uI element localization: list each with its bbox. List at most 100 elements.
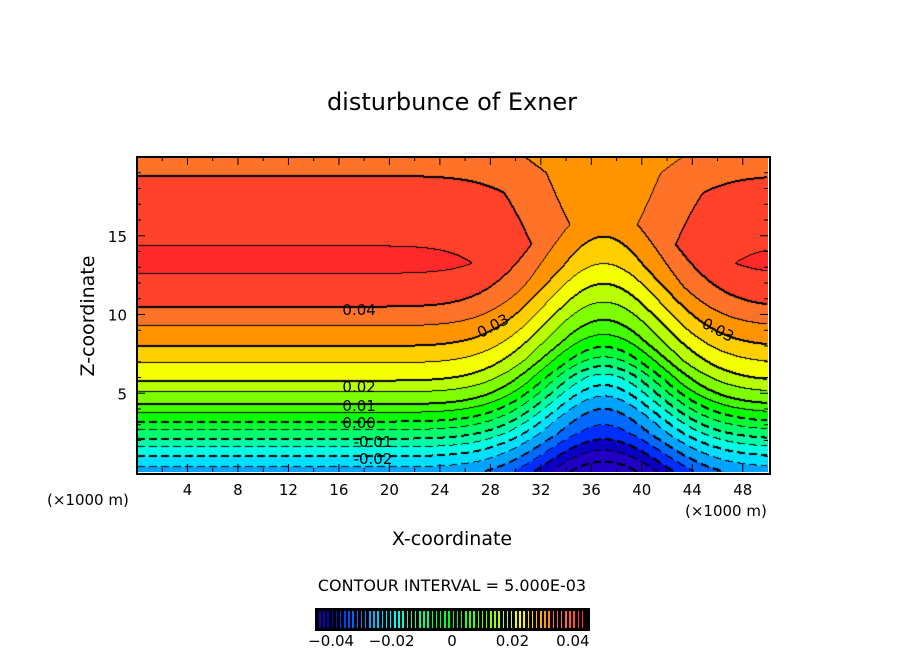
colorbar-stripe xyxy=(477,611,480,628)
colorbar-stripe xyxy=(394,611,396,628)
contour-interval: CONTOUR INTERVAL = 5.000E-03 xyxy=(317,576,587,595)
colorbar-stripe xyxy=(465,611,467,628)
contour-label: 0.02 xyxy=(342,377,376,396)
colorbar-stripe xyxy=(385,611,388,628)
colorbar xyxy=(315,608,590,631)
colorbar-stripe xyxy=(439,611,442,628)
colorbar-stripe xyxy=(548,611,550,628)
colorbar-stripe xyxy=(460,611,463,628)
colorbar-stripe xyxy=(552,611,555,628)
colorbar-stripe xyxy=(469,611,471,628)
x-tick-label: 8 xyxy=(233,481,243,499)
colorbar-stripe xyxy=(510,611,513,628)
colorbar-stripe xyxy=(410,611,413,628)
y-axis-label: Z-coordinate xyxy=(77,255,99,377)
colorbar-stripe xyxy=(452,611,454,628)
x-tick-label: 24 xyxy=(430,481,449,499)
colorbar-tick-label: 0.02 xyxy=(495,632,530,650)
colorbar-stripe xyxy=(448,611,450,628)
colorbar-tick-label: −0.02 xyxy=(368,632,415,650)
colorbar-stripe xyxy=(573,611,575,628)
contour-label: -0.02 xyxy=(353,449,393,468)
contour-label: 0.00 xyxy=(342,414,376,433)
colorbar-stripe xyxy=(356,611,359,628)
colorbar-stripe xyxy=(435,611,438,628)
colorbar-stripe xyxy=(344,611,346,628)
colorbar-stripe xyxy=(506,611,509,628)
colorbar-stripe xyxy=(373,611,375,628)
colorbar-stripe xyxy=(527,611,530,628)
colorbar-stripe xyxy=(414,611,417,628)
colorbar-stripe xyxy=(360,611,363,628)
colorbar-stripe xyxy=(327,611,329,628)
contour-label: -0.01 xyxy=(353,433,393,452)
colorbar-stripe xyxy=(490,611,492,628)
colorbar-stripe xyxy=(377,611,379,628)
colorbar-stripe xyxy=(519,611,521,628)
colorbar-stripe xyxy=(419,611,421,628)
plot-frame xyxy=(136,156,771,475)
colorbar-stripe xyxy=(389,611,392,628)
colorbar-stripe xyxy=(331,611,334,628)
colorbar-stripe xyxy=(323,611,325,628)
x-tick-label: 4 xyxy=(183,481,193,499)
colorbar-stripe xyxy=(560,611,563,628)
colorbar-stripe xyxy=(515,611,517,628)
colorbar-stripe xyxy=(423,611,425,628)
colorbar-stripe xyxy=(531,611,534,628)
colorbar-stripe xyxy=(319,611,321,628)
colorbar-stripe xyxy=(364,611,367,628)
x-right-unit: (×1000 m) xyxy=(685,502,767,520)
colorbar-stripe xyxy=(502,611,505,628)
colorbar-stripe xyxy=(352,611,354,628)
colorbar-stripe xyxy=(456,611,459,628)
colorbar-stripe xyxy=(556,611,559,628)
contour-label: 0.04 xyxy=(342,300,376,319)
colorbar-stripe xyxy=(335,611,338,628)
colorbar-stripe xyxy=(369,611,371,628)
x-tick-label: 48 xyxy=(733,481,752,499)
colorbar-stripe xyxy=(577,611,580,628)
x-tick-label: 44 xyxy=(683,481,702,499)
colorbar-stripe xyxy=(494,611,496,628)
y-tick-label: 15 xyxy=(108,228,127,246)
colorbar-stripe xyxy=(485,611,488,628)
contour-field xyxy=(137,157,768,472)
colorbar-stripe xyxy=(348,611,350,628)
colorbar-stripe xyxy=(431,611,434,628)
colorbar-stripe xyxy=(535,611,538,628)
colorbar-stripe xyxy=(339,611,342,628)
x-tick-label: 40 xyxy=(632,481,651,499)
x-left-unit: (×1000 m) xyxy=(47,491,129,509)
colorbar-stripe xyxy=(544,611,546,628)
colorbar-stripe xyxy=(481,611,484,628)
colorbar-tick-label: −0.04 xyxy=(308,632,355,650)
colorbar-stripe xyxy=(569,611,571,628)
colorbar-stripe xyxy=(523,611,525,628)
x-axis-label: X-coordinate xyxy=(391,528,513,550)
chart-title: disturbunce of Exner xyxy=(326,88,578,116)
x-tick-label: 32 xyxy=(531,481,550,499)
colorbar-tick-label: 0.04 xyxy=(556,632,590,650)
colorbar-stripe xyxy=(498,611,500,628)
colorbar-stripe xyxy=(540,611,542,628)
x-tick-label: 20 xyxy=(380,481,399,499)
colorbar-stripe xyxy=(381,611,384,628)
colorbar-stripe xyxy=(581,611,584,628)
colorbar-stripe xyxy=(565,611,567,628)
colorbar-stripe xyxy=(398,611,400,628)
x-tick-label: 28 xyxy=(481,481,500,499)
y-tick-label: 5 xyxy=(117,385,127,403)
x-tick-label: 16 xyxy=(329,481,348,499)
x-tick-label: 36 xyxy=(582,481,601,499)
colorbar-stripe xyxy=(402,611,404,628)
colorbar-stripe xyxy=(427,611,429,628)
contour-label: 0.01 xyxy=(342,396,376,415)
x-tick-label: 12 xyxy=(279,481,298,499)
colorbar-stripe xyxy=(473,611,475,628)
colorbar-tick-label: 0 xyxy=(447,632,457,650)
colorbar-stripe xyxy=(406,611,409,628)
y-tick-label: 10 xyxy=(108,307,127,325)
